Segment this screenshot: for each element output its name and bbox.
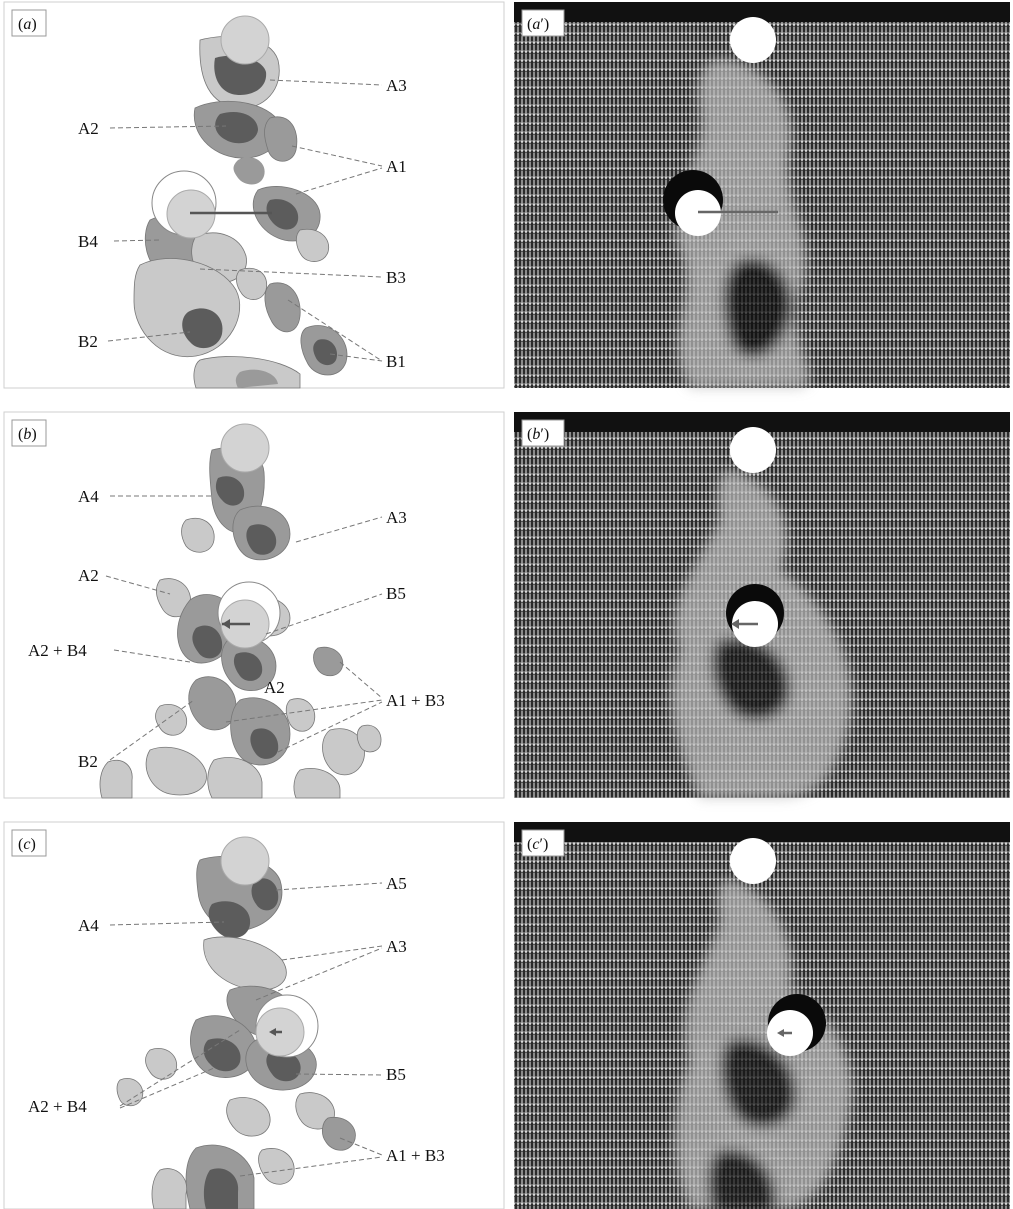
panel-c-prime: (c′) [514, 822, 1010, 1209]
cylinder-top [730, 17, 776, 63]
panel-label-box [521, 9, 565, 37]
callout-label: B4 [78, 232, 98, 251]
cylinder-top [730, 427, 776, 473]
callout-label: A3 [386, 508, 407, 527]
callout-label: B1 [386, 352, 406, 371]
panel-label-box [521, 829, 565, 857]
callout-leaders [105, 495, 383, 761]
cylinder-top [730, 838, 776, 884]
panel-b-prime: (b′) [514, 412, 1010, 798]
panel-label: (b) [18, 426, 37, 443]
top-wall [514, 822, 1010, 842]
callout-label: A1 + B3 [386, 691, 445, 710]
panel-label-box [11, 419, 47, 447]
cylinder-top [220, 15, 270, 65]
panel-a-prime: (a′) [514, 2, 1010, 388]
callout-label: A3 [386, 937, 407, 956]
callout-label: A2 [78, 566, 99, 585]
panel-label-box [11, 829, 47, 857]
panel-label: (c′) [527, 836, 548, 853]
panel-label-box [11, 9, 47, 37]
top-wall [514, 412, 1010, 432]
cylinder-top [220, 836, 270, 886]
vortex-wake [675, 880, 852, 1209]
panel-label: (a′) [527, 16, 549, 33]
callout-label: A2 [264, 678, 285, 697]
callout-label: A3 [386, 76, 407, 95]
top-wall [514, 2, 1010, 22]
panel-label: (c) [18, 836, 36, 853]
panel-c: (c) A5 A4 A3 B5 A2 + B4 A1 + B3 [3, 821, 505, 1209]
callout-label: A2 + B4 [28, 1097, 87, 1116]
panel-label: (a) [18, 16, 37, 33]
callout-label: A2 + B4 [28, 641, 87, 660]
panel-b: (b) A4 A3 A2 B5 A2 + B4 A2 A1 + B3 B2 [3, 411, 505, 799]
callout-label: B2 [78, 752, 98, 771]
callout-label: A5 [386, 874, 407, 893]
callout-label: B5 [386, 1065, 406, 1084]
callout-label: A2 [78, 119, 99, 138]
callout-label: B3 [386, 268, 406, 287]
callout-label: A1 [386, 157, 407, 176]
callout-leaders [107, 79, 383, 362]
vortex-wake [675, 60, 810, 388]
callout-label: A4 [78, 916, 99, 935]
callout-label: A1 + B3 [386, 1146, 445, 1165]
callout-label: B2 [78, 332, 98, 351]
callout-leaders [109, 882, 383, 1177]
callout-label: B5 [386, 584, 406, 603]
cylinder-top [220, 423, 270, 473]
panel-a: (a) A3 A2 A1 B4 B3 B2 B1 [3, 1, 505, 389]
panel-label-box [521, 419, 565, 447]
panel-label: (b′) [527, 426, 549, 443]
panel-b-contours [99, 447, 382, 799]
callout-label: A4 [78, 487, 99, 506]
